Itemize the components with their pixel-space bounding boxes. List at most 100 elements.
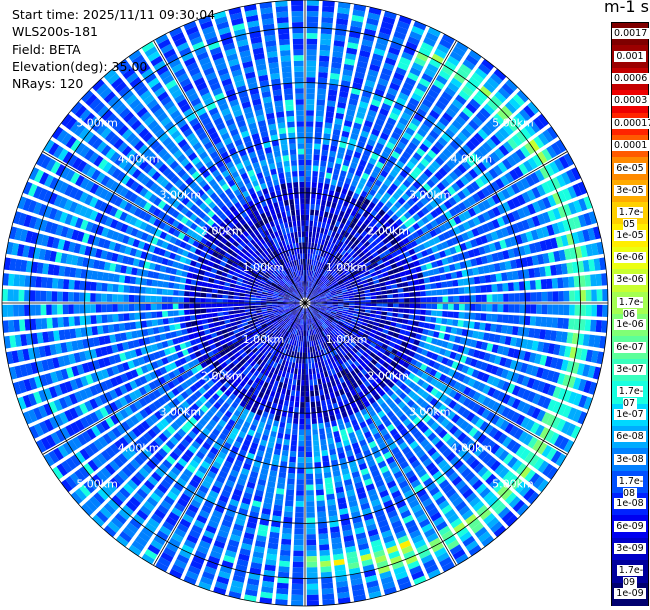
ppi-gate [273,380,279,387]
ppi-gate [511,398,521,410]
ppi-gate [344,321,351,326]
ppi-gate [289,456,296,463]
ppi-gate [301,363,305,370]
ppi-gate [266,306,273,309]
ppi-gate [393,303,399,308]
ppi-gate [332,304,338,307]
ppi-gate [433,79,445,90]
ppi-gate [561,172,572,185]
ppi-gate [101,484,113,497]
ppi-gate [233,303,239,307]
ppi-gate [369,133,378,142]
ppi-gate [388,353,396,360]
ppi-gate [91,474,104,487]
ppi-gate [129,518,142,530]
ppi-gate [316,321,320,327]
ppi-gate [453,522,466,534]
ppi-gate [95,422,106,434]
ppi-gate [403,308,410,314]
ppi-gate [512,93,525,107]
ppi-gate [129,403,139,413]
ppi-gate [481,158,492,170]
ppi-gate [309,296,315,300]
ppi-gate [206,288,213,293]
ppi-gate [236,355,244,362]
ppi-gate [277,301,283,303]
ppi-gate [264,370,270,377]
ppi-gate [507,137,518,150]
ppi-gate [375,161,385,169]
ppi-gate [354,344,361,351]
ppi-gate [259,439,268,447]
ppi-gate [314,132,322,139]
ppi-gate [472,349,481,359]
ppi-gate [380,446,390,455]
ppi-gate [216,475,226,484]
ppi-gate [320,337,325,344]
ppi-gate [200,308,207,314]
ppi-gate [193,519,206,529]
ppi-gate [227,474,237,483]
ppi-gate [306,308,309,314]
ppi-gate [296,352,300,358]
ppi-gate [322,285,328,290]
ppi-gate [429,368,438,377]
ppi-gate [132,339,140,348]
ppi-gate [418,410,428,420]
ppi-gate [411,504,423,514]
ppi-gate [320,325,325,331]
ppi-gate [250,561,263,570]
ppi-gate [351,179,359,187]
ppi-gate [518,163,529,175]
ppi-gate [345,283,352,287]
ppi-gate [100,346,108,356]
ppi-gate [189,291,196,297]
ppi-gate [160,499,172,511]
ppi-gate [345,148,354,157]
ppi-gate [584,274,591,287]
ppi-gate [285,343,289,350]
ppi-gate [127,340,135,349]
ppi-gate [416,544,429,554]
ppi-gate [281,314,287,318]
ppi-gate [472,391,482,402]
ppi-gate [272,321,279,326]
ppi-gate [310,276,314,282]
ppi-gate [472,430,483,441]
ppi-gate [3,335,11,349]
ppi-gate [318,72,328,79]
ppi-gate [24,319,31,331]
ppi-gate [348,310,354,314]
ppi-gate [131,540,145,552]
ppi-gate [312,231,316,238]
ppi-gate [302,358,305,364]
ppi-gate [371,233,379,240]
ppi-gate [381,67,393,77]
ppi-gate [280,416,287,423]
ppi-gate [79,389,88,401]
ppi-gate [395,339,403,345]
ppi-gate [215,437,225,446]
ppi-gate [326,499,336,506]
ppi-gate [348,335,354,341]
ppi-gate [272,335,278,342]
ppi-gate [306,270,309,276]
ppi-gate [281,538,292,545]
ppi-gate [442,288,448,295]
ppi-gate [100,449,112,462]
ppi-gate [501,393,511,405]
ppi-gate [234,351,241,359]
ppi-gate [485,473,497,485]
ppi-gate [349,505,360,513]
ppi-gate [331,263,336,269]
ppi-gate [530,229,539,241]
ppi-gate [332,129,341,136]
ppi-gate [390,321,397,327]
ppi-gate [335,275,341,281]
ppi-gate [305,137,313,144]
ppi-gate [271,520,281,528]
ppi-gate [162,311,168,318]
ppi-gate [320,560,332,567]
ppi-gate [277,477,286,484]
ppi-gate [300,396,305,403]
